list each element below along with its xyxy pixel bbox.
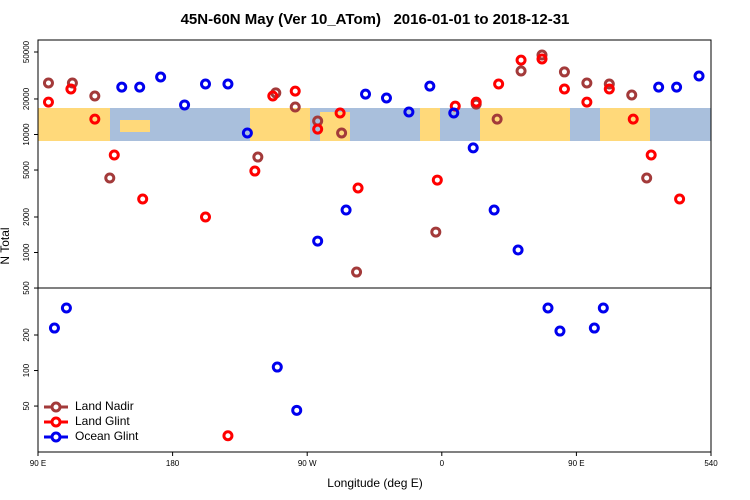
point: [89, 113, 101, 125]
point: [360, 88, 372, 100]
x-tick-label: 180: [166, 459, 180, 468]
chart-title: 45N-60N May (Ver 10_ATom) 2016-01-01 to …: [181, 11, 570, 28]
point: [65, 83, 77, 95]
point: [380, 92, 392, 104]
point: [108, 149, 120, 161]
point: [200, 211, 212, 223]
legend-label: Land Glint: [75, 414, 130, 428]
point: [627, 113, 639, 125]
point: [536, 53, 548, 65]
y-tick-label: 2000: [22, 208, 31, 226]
point: [597, 302, 609, 314]
map-band: [38, 108, 711, 141]
point: [351, 266, 363, 278]
x-tick-label: 90 W: [298, 459, 317, 468]
point: [581, 96, 593, 108]
point: [60, 302, 72, 314]
point: [336, 127, 348, 139]
point: [42, 77, 54, 89]
point: [515, 54, 527, 66]
point: [515, 65, 527, 77]
point: [645, 149, 657, 161]
legend-label: Ocean Glint: [75, 429, 139, 443]
y-tick-label: 50000: [22, 40, 31, 63]
point: [291, 404, 303, 416]
point: [488, 204, 500, 216]
point: [312, 235, 324, 247]
point: [271, 361, 283, 373]
point: [89, 90, 101, 102]
legend-marker: [50, 431, 62, 443]
point: [155, 71, 167, 83]
y-tick-label: 100: [22, 363, 31, 377]
x-tick-label: 90 E: [30, 459, 46, 468]
point: [222, 78, 234, 90]
point: [653, 81, 665, 93]
point: [542, 302, 554, 314]
plot-frame: [37, 39, 712, 453]
point: [603, 83, 615, 95]
point: [424, 80, 436, 92]
point: [116, 81, 128, 93]
point: [137, 193, 149, 205]
x-axis-label: Longitude (deg E): [327, 476, 422, 490]
point: [252, 151, 264, 163]
point: [403, 106, 415, 118]
point: [48, 322, 60, 334]
point: [581, 77, 593, 89]
point: [467, 142, 479, 154]
point: [66, 77, 78, 89]
legend-marker: [50, 416, 62, 428]
legend-label: Land Nadir: [75, 399, 134, 413]
point: [179, 99, 191, 111]
point: [289, 85, 301, 97]
point: [671, 81, 683, 93]
point: [512, 244, 524, 256]
point: [603, 78, 615, 90]
y-tick-label: 500: [22, 281, 31, 295]
y-tick-label: 20000: [22, 87, 31, 110]
point: [42, 96, 54, 108]
point: [249, 165, 261, 177]
x-tick-label: 0: [440, 459, 445, 468]
point: [312, 123, 324, 135]
x-tick-label: 540: [704, 459, 718, 468]
point: [470, 96, 482, 108]
point: [222, 430, 234, 442]
point: [267, 90, 279, 102]
legend-marker: [50, 401, 62, 413]
point: [431, 174, 443, 186]
point: [558, 66, 570, 78]
point: [558, 83, 570, 95]
point: [536, 49, 548, 61]
point: [491, 113, 503, 125]
point: [493, 78, 505, 90]
point: [641, 172, 653, 184]
point: [554, 325, 566, 337]
y-tick-label: 200: [22, 328, 31, 342]
y-tick-label: 50: [22, 401, 31, 410]
point: [352, 182, 364, 194]
point: [134, 81, 146, 93]
point: [340, 204, 352, 216]
point: [200, 78, 212, 90]
point: [241, 127, 253, 139]
point: [430, 226, 442, 238]
point: [448, 107, 460, 119]
point: [104, 172, 116, 184]
y-tick-label: 10000: [22, 123, 31, 146]
point: [693, 70, 705, 82]
y-axis-label: N Total: [0, 227, 12, 264]
point: [334, 107, 346, 119]
x-tick-label: 90 E: [568, 459, 584, 468]
point: [289, 101, 301, 113]
point: [588, 322, 600, 334]
y-tick-label: 5000: [22, 161, 31, 179]
point: [626, 89, 638, 101]
point: [674, 193, 686, 205]
y-tick-label: 1000: [22, 243, 31, 261]
